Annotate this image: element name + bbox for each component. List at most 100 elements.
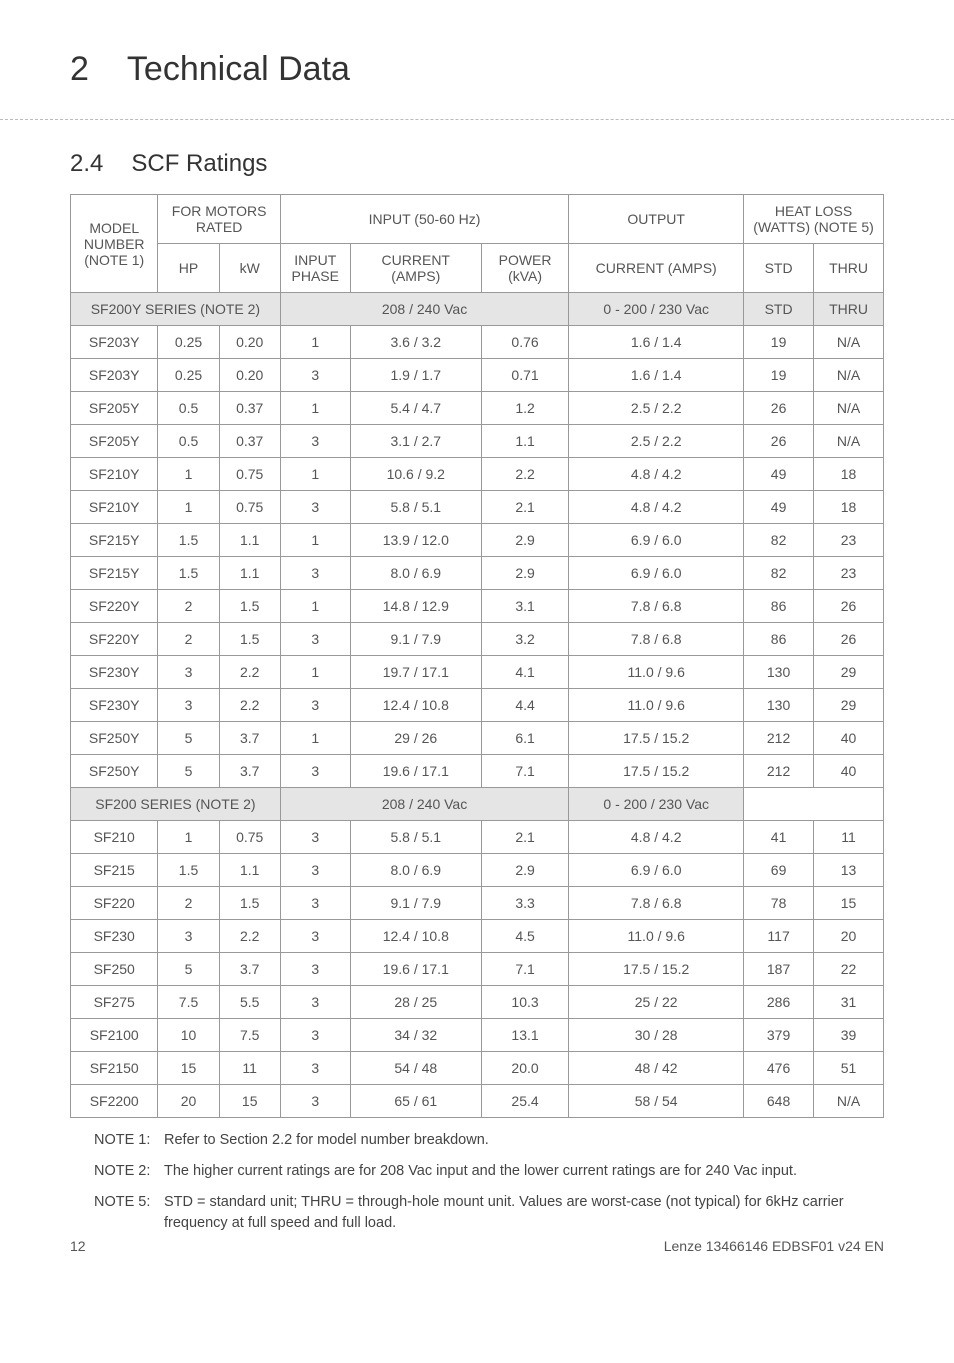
cell-kw: 0.75 bbox=[219, 458, 280, 491]
cell-co: 17.5 / 15.2 bbox=[569, 953, 744, 986]
cell-t: 13 bbox=[814, 854, 884, 887]
cell-hp: 0.5 bbox=[158, 392, 219, 425]
note-body: Refer to Section 2.2 for model number br… bbox=[164, 1130, 884, 1151]
cell-ci: 19.6 / 17.1 bbox=[350, 953, 481, 986]
table-band-row: SF200Y SERIES (NOTE 2)208 / 240 Vac0 - 2… bbox=[71, 293, 884, 326]
cell-co: 25 / 22 bbox=[569, 986, 744, 1019]
cell-p: 20.0 bbox=[481, 1052, 568, 1085]
cell-t: N/A bbox=[814, 359, 884, 392]
cell-kw: 0.20 bbox=[219, 359, 280, 392]
cell-ci: 65 / 61 bbox=[350, 1085, 481, 1118]
chapter-heading: 2 Technical Data bbox=[70, 50, 884, 89]
table-row: SF21010.7535.8 / 5.12.14.8 / 4.24111 bbox=[71, 821, 884, 854]
cell-co: 6.9 / 6.0 bbox=[569, 557, 744, 590]
table-head: MODEL NUMBER (NOTE 1) FOR MOTORS RATED I… bbox=[71, 195, 884, 293]
cell-t: N/A bbox=[814, 326, 884, 359]
cell-m: SF210Y bbox=[71, 458, 158, 491]
cell-co: 6.9 / 6.0 bbox=[569, 854, 744, 887]
cell-ph: 3 bbox=[280, 854, 350, 887]
cell-p: 1.2 bbox=[481, 392, 568, 425]
cell-s: 19 bbox=[744, 326, 814, 359]
cell-ci: 5.4 / 4.7 bbox=[350, 392, 481, 425]
cell-p: 0.76 bbox=[481, 326, 568, 359]
cell-hp: 0.5 bbox=[158, 425, 219, 458]
cell-co: 2.5 / 2.2 bbox=[569, 392, 744, 425]
cell-t: 18 bbox=[814, 491, 884, 524]
cell-kw: 1.1 bbox=[219, 854, 280, 887]
table-row: SF2100107.5334 / 3213.130 / 2837939 bbox=[71, 1019, 884, 1052]
section-heading: 2.4 SCF Ratings bbox=[70, 150, 884, 178]
table-row: SF25053.7319.6 / 17.17.117.5 / 15.218722 bbox=[71, 953, 884, 986]
cell-kw: 1.5 bbox=[219, 623, 280, 656]
cell-m: SF220 bbox=[71, 887, 158, 920]
cell-ci: 9.1 / 7.9 bbox=[350, 623, 481, 656]
table-row: SF250Y53.7319.6 / 17.17.117.5 / 15.22124… bbox=[71, 755, 884, 788]
divider bbox=[0, 119, 954, 120]
cell-s: 130 bbox=[744, 689, 814, 722]
cell-co: 1.6 / 1.4 bbox=[569, 359, 744, 392]
section-number: 2.4 bbox=[70, 150, 103, 178]
cell-hp: 7.5 bbox=[158, 986, 219, 1019]
cell-hp: 3 bbox=[158, 656, 219, 689]
cell-t: 51 bbox=[814, 1052, 884, 1085]
cell-m: SF205Y bbox=[71, 425, 158, 458]
cell-p: 2.9 bbox=[481, 854, 568, 887]
cell-s: 86 bbox=[744, 590, 814, 623]
cell-ci: 12.4 / 10.8 bbox=[350, 920, 481, 953]
cell-s: 86 bbox=[744, 623, 814, 656]
cell-s: 26 bbox=[744, 425, 814, 458]
cell-m: SF2100 bbox=[71, 1019, 158, 1052]
cell-ph: 3 bbox=[280, 1052, 350, 1085]
col-input-group: INPUT (50-60 Hz) bbox=[280, 195, 568, 244]
cell-co: 4.8 / 4.2 bbox=[569, 821, 744, 854]
col-motors: FOR MOTORS RATED bbox=[158, 195, 280, 244]
cell-s: 19 bbox=[744, 359, 814, 392]
cell-co: 6.9 / 6.0 bbox=[569, 524, 744, 557]
table-row: SF215Y1.51.138.0 / 6.92.96.9 / 6.08223 bbox=[71, 557, 884, 590]
cell-kw: 3.7 bbox=[219, 755, 280, 788]
cell-kw: 11 bbox=[219, 1052, 280, 1085]
cell-hp: 5 bbox=[158, 755, 219, 788]
cell-t: 11 bbox=[814, 821, 884, 854]
note: NOTE 1:Refer to Section 2.2 for model nu… bbox=[94, 1130, 884, 1151]
cell-hp: 5 bbox=[158, 722, 219, 755]
cell-ph: 3 bbox=[280, 1085, 350, 1118]
band-series: SF200Y SERIES (NOTE 2) bbox=[71, 293, 281, 326]
cell-hp: 3 bbox=[158, 920, 219, 953]
cell-p: 2.9 bbox=[481, 524, 568, 557]
cell-s: 212 bbox=[744, 722, 814, 755]
ratings-table: MODEL NUMBER (NOTE 1) FOR MOTORS RATED I… bbox=[70, 194, 884, 1118]
col-std: STD bbox=[744, 244, 814, 293]
cell-ci: 3.1 / 2.7 bbox=[350, 425, 481, 458]
cell-s: 49 bbox=[744, 458, 814, 491]
cell-ph: 1 bbox=[280, 722, 350, 755]
note: NOTE 5:STD = standard unit; THRU = throu… bbox=[94, 1192, 884, 1234]
cell-p: 10.3 bbox=[481, 986, 568, 1019]
cell-co: 7.8 / 6.8 bbox=[569, 887, 744, 920]
cell-hp: 2 bbox=[158, 887, 219, 920]
cell-kw: 1.5 bbox=[219, 590, 280, 623]
cell-m: SF203Y bbox=[71, 359, 158, 392]
cell-ph: 3 bbox=[280, 623, 350, 656]
cell-m: SF215Y bbox=[71, 524, 158, 557]
cell-m: SF220Y bbox=[71, 623, 158, 656]
note: NOTE 2:The higher current ratings are fo… bbox=[94, 1161, 884, 1182]
band-std: STD bbox=[744, 293, 814, 326]
cell-ph: 3 bbox=[280, 425, 350, 458]
cell-co: 4.8 / 4.2 bbox=[569, 491, 744, 524]
cell-ci: 9.1 / 7.9 bbox=[350, 887, 481, 920]
cell-m: SF250Y bbox=[71, 755, 158, 788]
cell-m: SF2150 bbox=[71, 1052, 158, 1085]
cell-hp: 3 bbox=[158, 689, 219, 722]
cell-m: SF215Y bbox=[71, 557, 158, 590]
band-series: SF200 SERIES (NOTE 2) bbox=[71, 788, 281, 821]
note-label: NOTE 1: bbox=[94, 1130, 164, 1151]
cell-p: 2.2 bbox=[481, 458, 568, 491]
cell-co: 17.5 / 15.2 bbox=[569, 755, 744, 788]
cell-t: N/A bbox=[814, 392, 884, 425]
cell-ph: 3 bbox=[280, 557, 350, 590]
page-number: 12 bbox=[70, 1238, 86, 1254]
cell-t: 26 bbox=[814, 623, 884, 656]
cell-t: 18 bbox=[814, 458, 884, 491]
cell-ci: 29 / 26 bbox=[350, 722, 481, 755]
